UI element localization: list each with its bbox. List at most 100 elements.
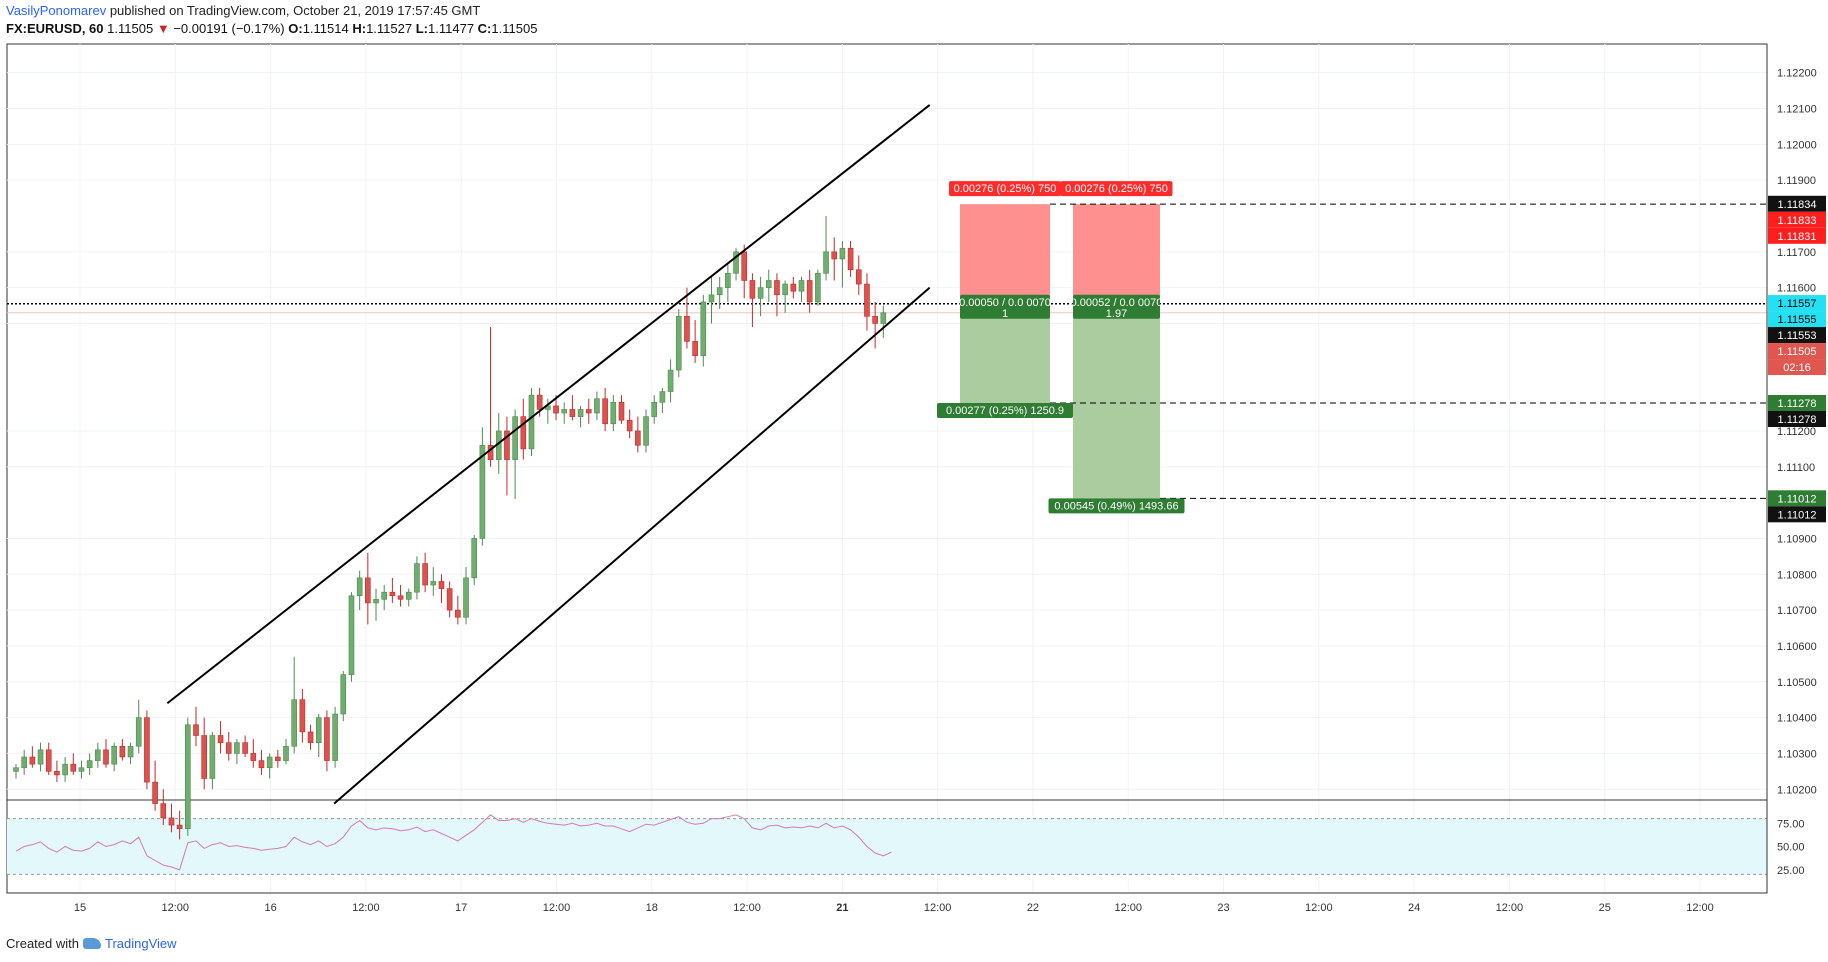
- candle-body: [708, 294, 715, 303]
- position-ratio-label: 1.97: [1106, 308, 1127, 320]
- price-tag-bg: [1768, 195, 1826, 212]
- candle-body: [209, 735, 216, 779]
- candle-body: [716, 287, 723, 296]
- time-tick-label: 12:00: [543, 902, 571, 914]
- candle-body: [414, 563, 420, 593]
- price-tag-label: 1.11831: [1778, 231, 1817, 243]
- price-tag-label: 1.11555: [1778, 314, 1817, 326]
- candle-body: [798, 280, 805, 292]
- price-tag-label: 1.11505: [1778, 346, 1817, 358]
- price-tick-label: 1.12100: [1777, 103, 1817, 115]
- time-tick-label: 12:00: [1305, 902, 1333, 914]
- publish-text: published on TradingView.com, October 21…: [106, 3, 481, 18]
- time-tick-label: 12:00: [1114, 902, 1142, 914]
- candle-body: [684, 316, 690, 342]
- price-tag-label: 02:16: [1783, 362, 1811, 374]
- candle-body: [438, 581, 445, 589]
- candle-body: [160, 803, 167, 819]
- candle-body: [95, 749, 101, 761]
- candle-body: [618, 401, 625, 421]
- close-value: 1.11505: [491, 21, 538, 36]
- candle-body: [324, 717, 330, 761]
- candle-body: [626, 419, 633, 432]
- candle-body: [135, 717, 142, 747]
- price-tag-bg: [1768, 227, 1826, 244]
- candle-body: [504, 430, 510, 460]
- candle-body: [733, 251, 739, 274]
- low-value: 1.11477: [428, 21, 475, 36]
- candle-body: [86, 760, 93, 769]
- candle-body: [111, 745, 117, 765]
- price-tick-label: 1.10400: [1777, 713, 1817, 725]
- candle-body: [234, 742, 240, 754]
- time-tick-label: 23: [1217, 902, 1229, 914]
- candle-body: [185, 724, 191, 829]
- time-tick-label: 22: [1027, 902, 1039, 914]
- time-tick-label: 12:00: [1686, 902, 1714, 914]
- candle-body: [381, 591, 388, 600]
- position-risk-label: 0.00276 (0.25%) 750: [954, 183, 1057, 195]
- candle-body: [193, 724, 199, 736]
- candle-body: [602, 398, 608, 425]
- position-risk-zone: [1073, 204, 1160, 304]
- tradingview-logo-icon: [82, 938, 101, 949]
- tradingview-brand[interactable]: TradingView: [104, 936, 177, 951]
- high-value: 1.11527: [366, 21, 413, 36]
- position-reward-label-bg: [937, 403, 1073, 419]
- price-tick-label: 1.11100: [1777, 462, 1815, 474]
- author-link[interactable]: VasilyPonomarev: [6, 3, 107, 18]
- position-reward-zone: [1073, 303, 1160, 499]
- price-tick-label: 1.11700: [1777, 247, 1816, 259]
- price-tick-label: 1.10300: [1777, 748, 1817, 760]
- candle-body: [168, 817, 175, 826]
- price-tag-bg: [1768, 311, 1826, 328]
- position-risk-label: 0.00276 (0.25%) 750: [1065, 183, 1168, 195]
- close-label: C:: [477, 21, 492, 36]
- candle-body: [741, 251, 748, 281]
- time-tick-label: 12:00: [162, 902, 190, 914]
- position-reward-zone: [960, 303, 1050, 404]
- candle-body: [70, 763, 77, 772]
- candle-body: [528, 394, 535, 450]
- candle-body: [700, 301, 707, 357]
- candle-body: [569, 409, 576, 417]
- time-tick-label: 12:00: [352, 902, 380, 914]
- candle-body: [823, 251, 829, 274]
- candle-body: [765, 280, 772, 288]
- rsi-tick-label: 25.00: [1777, 865, 1805, 877]
- rsi-tick-label: 50.00: [1777, 842, 1805, 854]
- position-reward-label: 0.00277 (0.25%) 1250.9: [946, 405, 1064, 417]
- price-tag-label: 1.11834: [1778, 199, 1817, 211]
- price-tag-bg: [1768, 506, 1826, 523]
- open-label: O:: [288, 21, 303, 36]
- price-chart[interactable]: 75.00 50.00 25.00 0.00276 (0.25%) 750 0.0027…: [0, 0, 1828, 930]
- time-tick-label: 12:00: [924, 902, 952, 914]
- rsi-tick-label: 75.00: [1777, 818, 1805, 830]
- candle-body: [520, 416, 527, 450]
- candle-body: [37, 749, 44, 765]
- channel-lower-line: [333, 286, 931, 805]
- price-tag-bg: [1768, 490, 1826, 507]
- price-tag-label: 1.11278: [1778, 398, 1817, 410]
- candle-body: [365, 577, 371, 604]
- price-tick-label: 1.12000: [1777, 139, 1817, 151]
- candle-body: [62, 763, 68, 776]
- position-risk-zone: [960, 204, 1050, 304]
- candle-body: [13, 767, 19, 772]
- candle-body: [103, 749, 109, 765]
- time-tick-label: 18: [646, 902, 658, 914]
- candle-body: [839, 247, 846, 260]
- low-label: L:: [415, 21, 429, 36]
- price-tag-label: 1.11012: [1778, 493, 1817, 505]
- candle-body: [152, 781, 158, 804]
- time-tick-label: 24: [1408, 902, 1420, 914]
- candle-body: [585, 409, 592, 414]
- price-tag-label: 1.11553: [1778, 330, 1817, 342]
- candle-body: [471, 538, 478, 579]
- price-tick-label: 1.10700: [1777, 605, 1817, 617]
- price-tag-bg: [1768, 395, 1826, 412]
- price-tag-label: 1.11557: [1778, 298, 1817, 310]
- position-reward-label-bg: [1048, 498, 1185, 514]
- candle-body: [54, 771, 60, 776]
- price-tag-label: 1.11278: [1778, 414, 1817, 426]
